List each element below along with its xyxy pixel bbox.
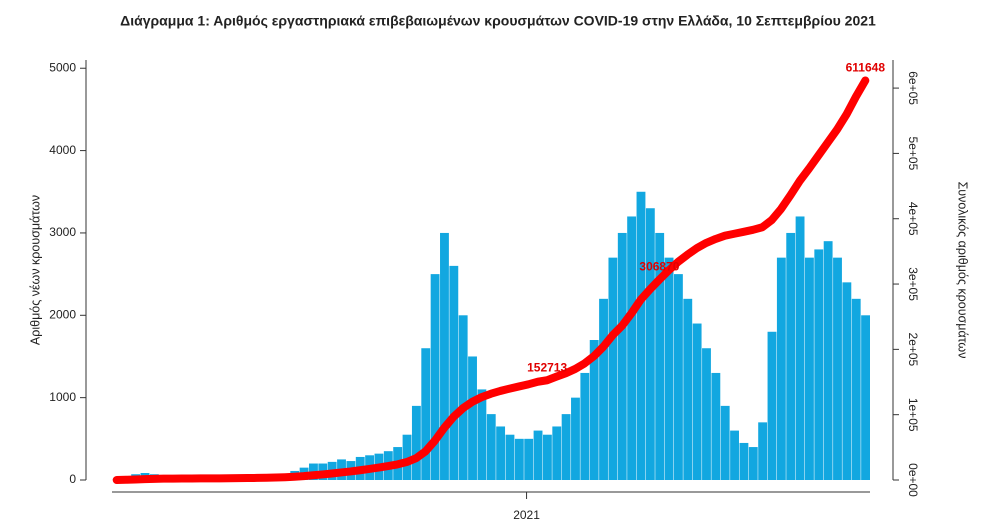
bar	[739, 442, 749, 480]
bar	[402, 434, 412, 480]
bar	[561, 414, 571, 480]
y2-tick-label: 4e+05	[906, 202, 920, 236]
bar	[449, 265, 459, 480]
y-tick-label: 3000	[49, 225, 76, 239]
y2-tick-label: 3e+05	[906, 267, 920, 301]
value-label: 152713	[527, 360, 567, 374]
bar	[458, 315, 468, 480]
bar	[758, 422, 768, 480]
bar	[730, 430, 739, 480]
y-tick-label: 2000	[49, 307, 76, 321]
bar	[524, 438, 534, 480]
y2-tick-label: 1e+05	[906, 398, 920, 432]
bar	[599, 298, 608, 480]
bar	[804, 257, 814, 480]
bar	[673, 274, 683, 480]
bar	[608, 257, 618, 480]
bar	[411, 405, 421, 480]
bar	[580, 372, 590, 480]
bar	[430, 274, 440, 480]
bar	[477, 389, 487, 480]
value-label: 611648	[846, 61, 886, 75]
bar	[823, 241, 833, 480]
bar	[814, 249, 824, 480]
bar	[748, 447, 758, 480]
y2-tick-label: 5e+05	[906, 137, 920, 171]
bar	[617, 232, 627, 480]
bar	[533, 430, 543, 480]
bar	[702, 348, 711, 480]
bar	[627, 216, 637, 480]
bar	[552, 426, 562, 480]
cumulative-line	[112, 76, 870, 484]
bar	[664, 257, 674, 480]
y-axis-title: Αριθμός νέων κρουσμάτων	[28, 195, 42, 345]
y-tick-label: 0	[69, 472, 76, 486]
bar	[655, 232, 665, 480]
bar	[683, 298, 693, 480]
bar	[645, 208, 655, 480]
bar	[861, 315, 870, 480]
y2-axis-title: Συνολικός αριθμός κρουσμάτων	[956, 182, 970, 359]
chart-title: Διάγραμμα 1: Αριθμός εργαστηριακά επιβεβ…	[120, 13, 876, 29]
bar	[542, 434, 552, 480]
y-tick-label: 4000	[49, 143, 76, 157]
value-label: 306870	[639, 260, 679, 274]
y2-tick-label: 6e+05	[906, 71, 920, 105]
bar	[842, 282, 852, 480]
bar	[851, 298, 861, 480]
bar	[486, 414, 496, 480]
bar	[786, 232, 796, 480]
bar	[440, 232, 449, 480]
bar	[720, 405, 730, 480]
bar	[496, 426, 506, 480]
bar	[776, 257, 786, 480]
x-tick-label: 2021	[513, 508, 540, 522]
bar	[468, 356, 477, 480]
bar	[711, 372, 721, 480]
bar	[636, 191, 646, 480]
y2-tick-label: 2e+05	[906, 333, 920, 367]
bar	[692, 323, 702, 480]
bar	[795, 216, 805, 480]
bar	[421, 348, 431, 480]
bar	[833, 257, 842, 480]
y-tick-label: 1000	[49, 390, 76, 404]
bar	[505, 434, 515, 480]
y2-tick-label: 0e+00	[906, 463, 920, 497]
bar	[514, 438, 524, 480]
bar	[767, 331, 777, 480]
bar	[589, 340, 599, 480]
y-tick-label: 5000	[49, 60, 76, 74]
bar	[571, 397, 580, 480]
